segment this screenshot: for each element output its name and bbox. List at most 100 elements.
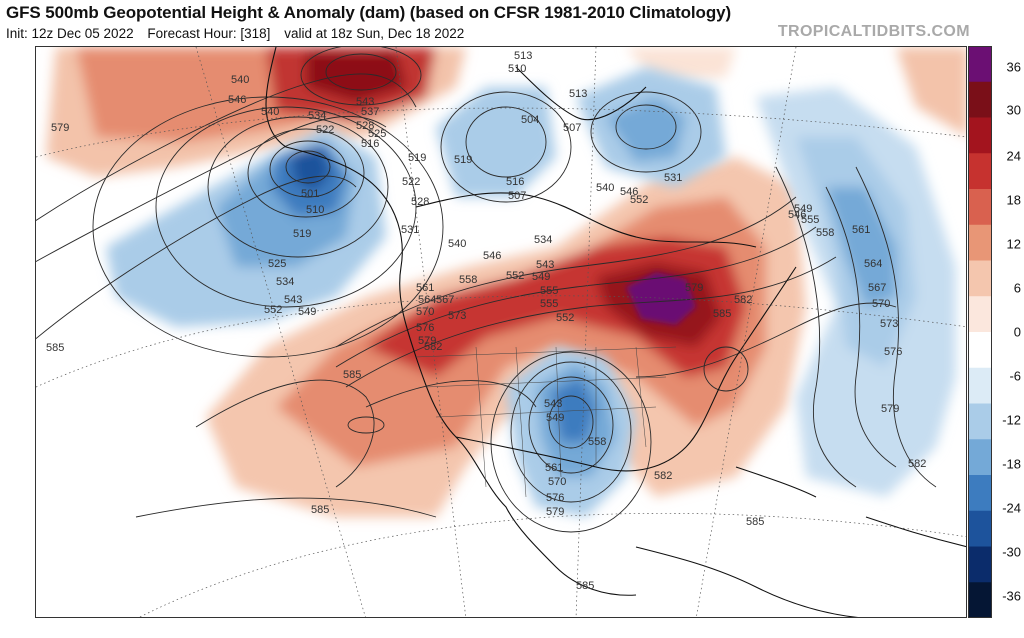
height-contour-label: 576 [416, 322, 434, 334]
height-contour-label: 585 [746, 516, 764, 528]
height-contour-label: 552 [630, 194, 648, 206]
height-contour-label: 540 [596, 182, 614, 194]
height-contour-label: 528 [356, 120, 374, 132]
height-contour-label: 579 [51, 122, 69, 134]
height-contour-label: 522 [316, 124, 334, 136]
height-contour-label: 585 [576, 580, 594, 592]
height-contour-label: 552 [556, 312, 574, 324]
height-contour-label: 522 [402, 176, 420, 188]
height-contour-label: 579 [881, 403, 899, 415]
colorbar-swatch [968, 46, 992, 83]
height-contour-label: 540 [261, 106, 279, 118]
colorbar-tick-label: -18 [1002, 456, 1021, 472]
colorbar-swatch [968, 546, 992, 583]
height-contour-label: 576 [884, 346, 902, 358]
colorbar-tick-label: 24 [1006, 148, 1021, 164]
height-contour-label: 525 [368, 128, 386, 140]
colorbar-tick-label: 18 [1006, 192, 1021, 208]
colorbar-tick-label: 30 [1006, 102, 1021, 118]
height-contour-label: 525 [268, 258, 286, 270]
colorbar-tick-label: -30 [1002, 544, 1021, 560]
colorbar [968, 46, 992, 618]
height-contour-label: 510 [306, 204, 324, 216]
height-contour-label: 567 [436, 294, 454, 306]
height-contour-label: 561 [545, 462, 563, 474]
height-contours [36, 47, 937, 533]
height-contour-label: 519 [408, 152, 426, 164]
colorbar-swatch [968, 475, 992, 512]
height-contour-label: 585 [46, 342, 64, 354]
height-contour-label: 579 [546, 506, 564, 518]
colorbar-labels: 36 30 24 18 12 6 0 -6 -12 -18 -24 -30 -36 [994, 46, 1024, 618]
height-contour-label: 531 [401, 224, 419, 236]
map-title: GFS 500mb Geopotential Height & Anomaly … [6, 3, 732, 22]
colorbar-swatch [968, 81, 992, 118]
height-contour-label: 570 [548, 476, 566, 488]
height-contour-label: 582 [424, 341, 442, 353]
colorbar-tick-label: 12 [1006, 236, 1021, 252]
colorbar-tick-label: -12 [1002, 412, 1021, 428]
height-contour-label: 519 [454, 154, 472, 166]
height-contour-label: 552 [264, 304, 282, 316]
height-contour-label: 540 [231, 74, 249, 86]
height-contour-label: 561 [416, 282, 434, 294]
height-contour-label: 543 [536, 259, 554, 271]
positive-anomaly-shading [46, 47, 966, 517]
height-contour-label: 549 [794, 203, 812, 215]
height-contour-label: 576 [546, 492, 564, 504]
colorbar-border [968, 46, 992, 618]
height-contour-label: 534 [534, 234, 552, 246]
height-contour-label: 513 [514, 50, 532, 62]
colorbar-swatch [968, 260, 992, 297]
height-contour-label: 573 [448, 310, 466, 322]
height-contour-label: 510 [508, 63, 526, 75]
height-contour-label: 564 [418, 294, 436, 306]
height-contour-label: 558 [588, 436, 606, 448]
height-contour-label: 516 [361, 138, 379, 150]
height-contour-label: 582 [908, 458, 926, 470]
height-contour-label: 573 [880, 318, 898, 330]
height-contour-label: 585 [713, 308, 731, 320]
colorbar-swatch [968, 510, 992, 547]
colorbar-tick-label: -6 [1009, 368, 1021, 384]
colorbar-swatch [968, 582, 992, 618]
colorbar-swatch [968, 117, 992, 154]
height-contour-label: 585 [343, 369, 361, 381]
forecast-hour: Forecast Hour: [318] [147, 26, 271, 41]
colorbar-tick-label: 6 [1013, 280, 1021, 296]
height-contour-label: 555 [540, 298, 558, 310]
height-contour-label: 555 [540, 285, 558, 297]
height-contour-label: 537 [361, 106, 379, 118]
height-contour-label: 567 [868, 282, 886, 294]
height-contour-label: 528 [411, 196, 429, 208]
height-contour-label: 507 [563, 122, 581, 134]
colorbar-swatch [968, 403, 992, 440]
coastlines [265, 47, 966, 617]
height-contour-label: 558 [816, 227, 834, 239]
height-contour-label: 546 [788, 209, 806, 221]
height-contour-label: 507 [508, 190, 526, 202]
peak-anomaly-shading [626, 272, 696, 325]
height-contour-label: 516 [506, 176, 524, 188]
colorbar-tick-label: 0 [1013, 324, 1021, 340]
height-contour-label: 540 [448, 238, 466, 250]
state-borders [415, 346, 677, 498]
map-panel: 540 546 540 579 534 522 528 525 543 537 516 501 510 5… [35, 46, 967, 618]
height-contour-label: 549 [532, 271, 550, 283]
colorbar-swatch [968, 224, 992, 261]
height-contour-label: 549 [298, 306, 316, 318]
height-contour-label: 543 [356, 96, 374, 108]
init-time: Init: 12z Dec 05 2022 [6, 26, 134, 41]
colorbar-swatch [968, 296, 992, 333]
height-contour-label: 561 [852, 224, 870, 236]
height-contour-label: 579 [418, 335, 436, 347]
colorbar-swatch [968, 332, 992, 369]
height-contour-label: 543 [544, 398, 562, 410]
colorbar-tick-label: -36 [1002, 588, 1021, 604]
height-contour-label: 555 [801, 214, 819, 226]
height-contour-label: 546 [483, 250, 501, 262]
height-contour-label: 549 [546, 412, 564, 424]
height-contour-label: 513 [569, 88, 587, 100]
